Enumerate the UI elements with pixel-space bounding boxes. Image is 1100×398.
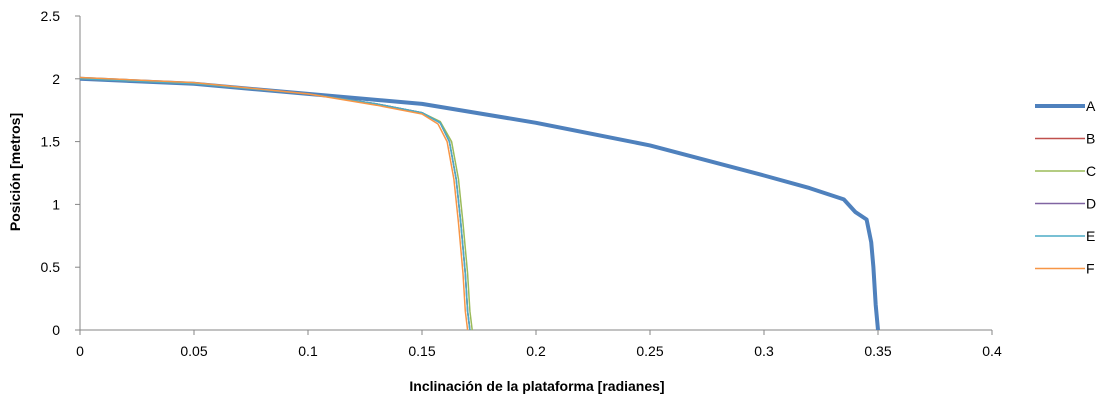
- series-line-b: [79, 78, 471, 331]
- y-tick-label: 1.5: [41, 134, 61, 150]
- legend-label-d: D: [1086, 196, 1096, 212]
- x-tick-label: 0.4: [982, 343, 1002, 359]
- x-tick-label: 0.35: [864, 343, 891, 359]
- series-line-f: [79, 76, 469, 331]
- y-tick-label: 2: [52, 71, 60, 87]
- x-tick-label: 0.05: [180, 343, 207, 359]
- legend-label-f: F: [1086, 261, 1095, 277]
- x-tick-label: 0.2: [526, 343, 546, 359]
- y-tick-label: 0: [52, 322, 60, 338]
- legend-label-b: B: [1086, 131, 1095, 147]
- y-axis: 0 0.5 1 1.5 2 2.5: [41, 8, 81, 338]
- legend-label-c: C: [1086, 163, 1096, 179]
- x-tick-label: 0.25: [636, 343, 663, 359]
- y-tick-label: 0.5: [41, 259, 61, 275]
- series-layer: [79, 76, 880, 331]
- series-line-e: [79, 78, 471, 331]
- y-axis-title: Posición [metros]: [7, 113, 23, 231]
- x-tick-label: 0.15: [408, 343, 435, 359]
- legend-label-a: A: [1086, 98, 1096, 114]
- x-tick-label: 0.3: [754, 343, 774, 359]
- series-line-c: [79, 78, 473, 331]
- y-tick-label: 2.5: [41, 8, 61, 24]
- legend: A BC DE F: [1035, 98, 1096, 277]
- x-tick-label: 0: [76, 343, 84, 359]
- x-tick-label: 0.1: [298, 343, 318, 359]
- legend-label-e: E: [1086, 228, 1095, 244]
- series-line-d: [79, 78, 471, 331]
- y-tick-label: 1: [52, 196, 60, 212]
- x-axis: 0 0.05 0.1 0.15 0.2 0.25 0.3 0.35 0.4: [76, 329, 1002, 359]
- x-axis-title: Inclinación de la plataforma [radianes]: [409, 378, 664, 394]
- series-line-a: [79, 76, 880, 331]
